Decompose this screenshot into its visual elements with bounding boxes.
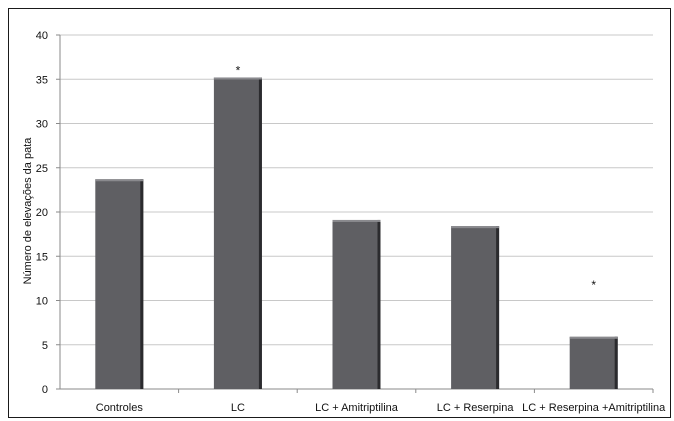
bar-shadow xyxy=(614,336,618,389)
y-tick-label: 25 xyxy=(36,163,48,175)
bar xyxy=(451,226,500,389)
x-category-label: LC + Reserpina +Amitriptilina xyxy=(522,402,666,414)
y-axis-label: Número de elevações da pata xyxy=(22,137,34,285)
bar-body xyxy=(213,77,262,389)
bar xyxy=(569,336,618,389)
significance-marker: * xyxy=(236,63,241,77)
bars xyxy=(95,77,618,389)
y-tick-label: 0 xyxy=(42,384,48,396)
labels: 0 5 10 15 20 25 30 35 40 Controles LC * LC + Amitrip… xyxy=(36,30,666,414)
x-category-label: LC + Amitriptilina xyxy=(315,402,399,414)
gridlines xyxy=(60,34,653,346)
y-tick-label: 30 xyxy=(36,119,48,131)
y-tick-label: 20 xyxy=(36,207,48,219)
bar-top-highlight xyxy=(332,219,381,222)
y-tick-label: 15 xyxy=(36,251,48,263)
y-tick-label: 35 xyxy=(36,74,48,86)
chart-frame xyxy=(8,8,671,418)
bar xyxy=(213,77,262,389)
bar-top-highlight xyxy=(95,179,144,182)
y-tick-label: 10 xyxy=(36,296,48,308)
bar-body xyxy=(451,226,500,389)
significance-marker: * xyxy=(591,278,596,292)
bar-body xyxy=(569,336,618,389)
y-tick-label: 5 xyxy=(42,340,48,352)
bar-top-highlight xyxy=(451,226,500,229)
x-category-label: LC xyxy=(231,402,245,414)
bar xyxy=(95,179,144,389)
bar-body xyxy=(95,179,144,389)
y-tick-label: 40 xyxy=(36,30,48,42)
x-category-label: LC + Reserpina xyxy=(437,402,515,414)
bar-top-highlight xyxy=(213,77,262,80)
bar-shadow xyxy=(496,226,500,389)
bar-shadow xyxy=(377,219,381,389)
bar-body xyxy=(332,219,381,389)
bar xyxy=(332,219,381,389)
bar-shadow xyxy=(140,179,144,389)
x-category-label: Controles xyxy=(96,402,144,414)
bar-shadow xyxy=(258,77,262,389)
bar-top-highlight xyxy=(569,336,618,339)
